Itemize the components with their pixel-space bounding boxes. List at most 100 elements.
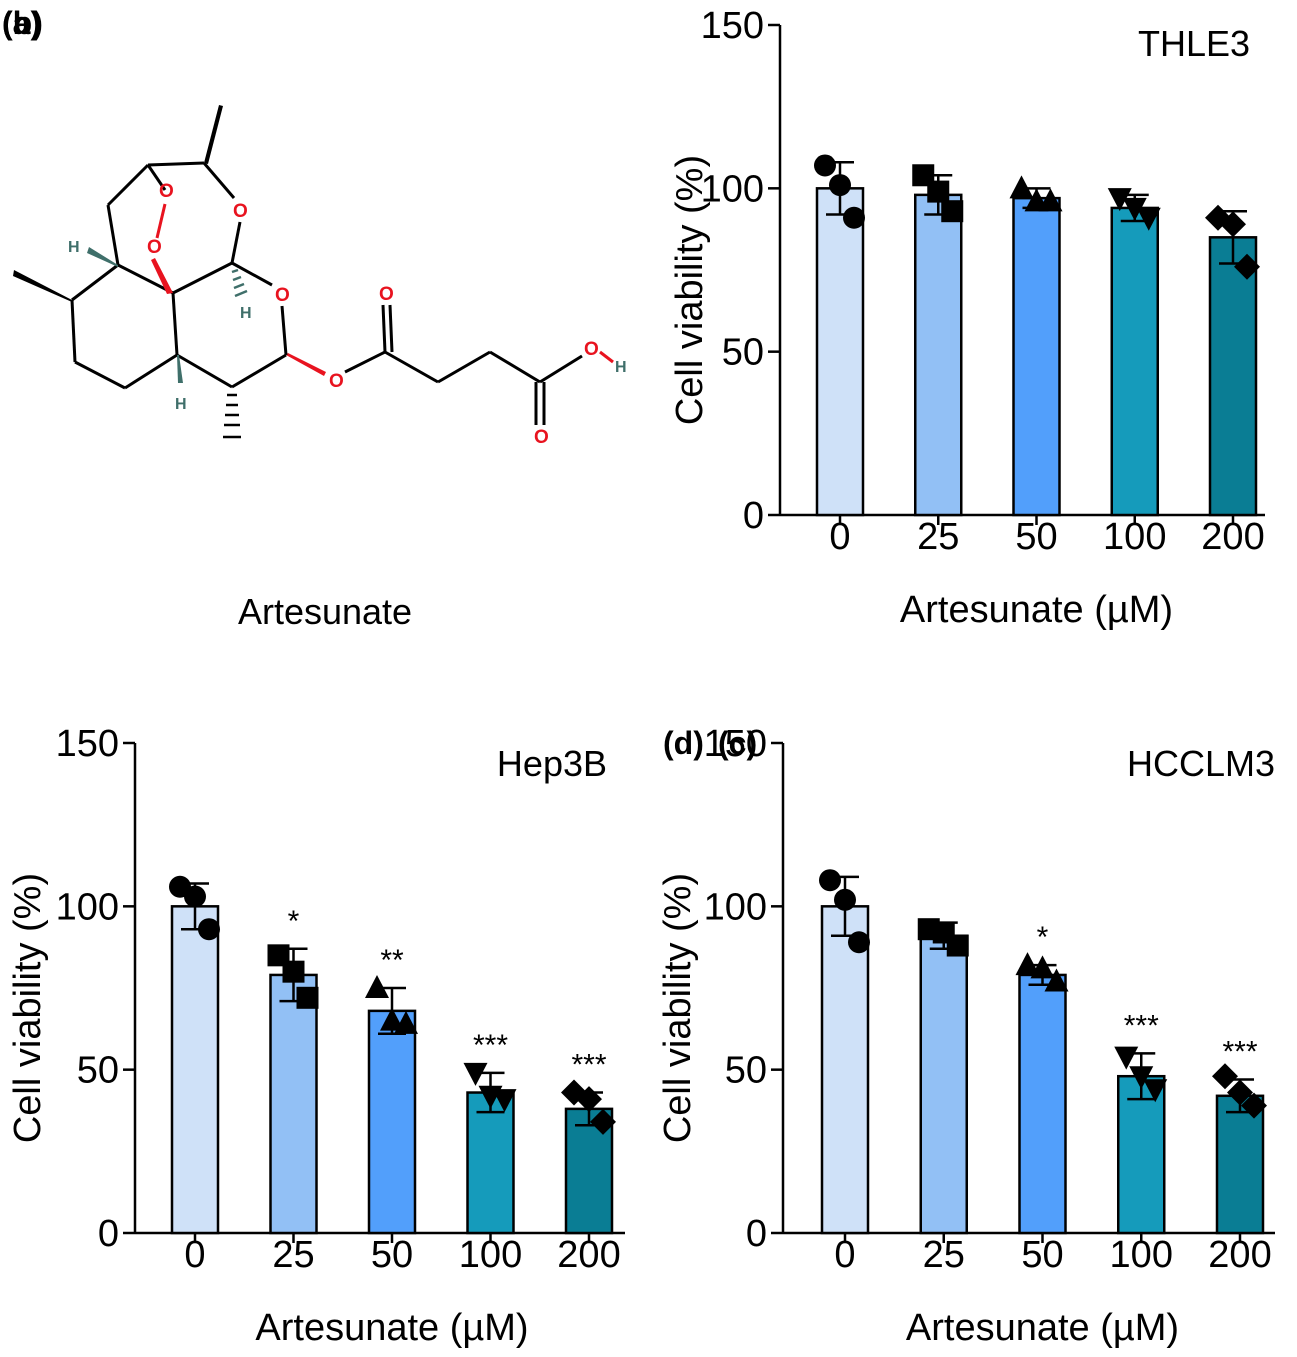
oxygen-atom: O	[147, 237, 162, 258]
data-point-square	[946, 934, 969, 957]
data-point-circle	[814, 154, 836, 177]
x-tick-label: 100	[459, 1234, 522, 1276]
y-tick-label: 100	[701, 168, 764, 210]
oxygen-atom: O	[534, 427, 549, 448]
x-tick-label: 200	[557, 1234, 620, 1276]
hydrogen-atom: H	[175, 396, 187, 413]
bar	[367, 1009, 417, 1235]
significance-marker: *	[1037, 921, 1049, 954]
hash-bond	[223, 393, 241, 439]
data-point-square	[941, 200, 964, 223]
bar	[820, 905, 870, 1235]
y-tick-label: 100	[704, 886, 767, 928]
data-point-triangle-up	[394, 1010, 418, 1034]
x-tick-label: 200	[1208, 1234, 1271, 1276]
y-tick-label: 150	[701, 5, 764, 47]
oxygen-atom: O	[159, 181, 174, 202]
data-point-circle	[848, 931, 870, 954]
chart-title: Hep3B	[497, 743, 607, 784]
significance-marker: ***	[1222, 1035, 1257, 1068]
data-point-triangle-down	[463, 1062, 488, 1086]
x-tick-label: 50	[371, 1234, 413, 1276]
x-tick-label: 0	[829, 516, 850, 558]
panel-label: (b)	[2, 5, 43, 41]
data-point-square	[282, 960, 305, 983]
x-axis-label: Artesunate (µM)	[255, 1307, 528, 1349]
data-point-circle	[834, 888, 856, 911]
bar	[269, 973, 318, 1235]
panel-d-chart: (d) HCCLM3 0 50 100 150 0 25 * 50 *** 100 *** 200 Arte…	[657, 723, 1275, 1349]
x-tick-label: 50	[1021, 1234, 1063, 1276]
y-tick-label: 0	[746, 1213, 767, 1255]
data-point-triangle-up	[380, 1007, 404, 1031]
data-point-square	[296, 986, 319, 1009]
data-point-triangle-down	[1129, 1066, 1154, 1090]
data-point-triangle-down	[1107, 188, 1132, 212]
data-point-triangle-down	[1122, 197, 1147, 221]
bar	[170, 905, 220, 1235]
compound-name: Artesunate	[238, 591, 412, 632]
chart-title: THLE3	[1138, 23, 1250, 64]
significance-marker: ***	[571, 1049, 606, 1082]
bar	[914, 193, 963, 517]
bar	[919, 934, 968, 1235]
x-tick-label: 0	[834, 1234, 855, 1276]
y-tick-label: 50	[77, 1050, 119, 1092]
data-point-triangle-up	[1015, 952, 1040, 976]
y-axis-label: Cell viability (%)	[7, 873, 49, 1143]
bar	[1208, 236, 1258, 517]
panel-b-chart: (b) THLE3 0 50 100 150 0 25 50 100 200 Artesunate (…	[2, 5, 1265, 631]
data-point-circle	[819, 869, 841, 892]
data-point-triangle-up	[1009, 175, 1034, 199]
data-point-diamond	[1234, 253, 1260, 280]
significance-marker: *	[288, 905, 300, 938]
y-tick-label: 0	[743, 495, 764, 537]
y-tick-label: 100	[56, 886, 119, 928]
data-point-circle	[198, 918, 220, 941]
panel-a: (a)	[2, 5, 627, 632]
data-point-square	[927, 180, 950, 203]
data-point-triangle-down	[1114, 1046, 1139, 1070]
panel-a-label: (a)	[2, 5, 41, 41]
y-tick-label: 50	[725, 1050, 767, 1092]
significance-marker: ***	[1124, 1009, 1159, 1042]
x-tick-label: 200	[1201, 516, 1264, 558]
data-point-triangle-down	[492, 1089, 517, 1113]
data-point-circle	[829, 174, 851, 197]
x-axis-label: Artesunate (µM)	[906, 1307, 1179, 1349]
panel-c-chart: (c) Hep3B 0 50 100 150 0 * 25 ** 50 *** 100 *** 200 Art…	[7, 723, 757, 1349]
x-tick-label: 25	[272, 1234, 314, 1276]
data-point-diamond	[1220, 211, 1246, 238]
data-point-triangle-down	[1136, 207, 1161, 231]
y-tick-label: 150	[56, 723, 119, 765]
oxygen-atom: O	[329, 371, 344, 392]
y-tick-label: 150	[704, 723, 767, 765]
bar	[815, 187, 865, 517]
bar	[1110, 206, 1159, 517]
data-point-triangle-up	[1038, 188, 1063, 212]
x-axis-label: Artesunate (µM)	[900, 589, 1173, 631]
y-tick-label: 0	[98, 1213, 119, 1255]
significance-marker: **	[380, 944, 404, 977]
y-tick-label: 50	[722, 332, 764, 374]
oxygen-atom: O	[584, 339, 599, 360]
x-tick-label: 25	[917, 516, 959, 558]
data-point-circle	[184, 885, 206, 908]
data-point-diamond	[576, 1086, 602, 1113]
oxygen-atom: O	[233, 201, 248, 222]
x-tick-label: 100	[1110, 1234, 1173, 1276]
data-point-diamond	[1241, 1092, 1267, 1119]
data-point-triangle-up	[1044, 968, 1069, 992]
data-point-diamond	[1212, 1063, 1238, 1090]
artesunate-structure: O O O O O O O O H H H H	[13, 105, 627, 448]
panel-label: (c)	[718, 725, 757, 761]
oxygen-atom: O	[275, 285, 290, 306]
x-tick-label: 100	[1103, 516, 1166, 558]
data-point-triangle-up	[365, 975, 389, 998]
panel-label: (d)	[663, 725, 704, 761]
bar	[1018, 973, 1067, 1235]
hydrogen-atom: H	[68, 239, 80, 256]
data-point-circle	[843, 206, 865, 229]
hydrogen-atom: H	[240, 305, 252, 322]
